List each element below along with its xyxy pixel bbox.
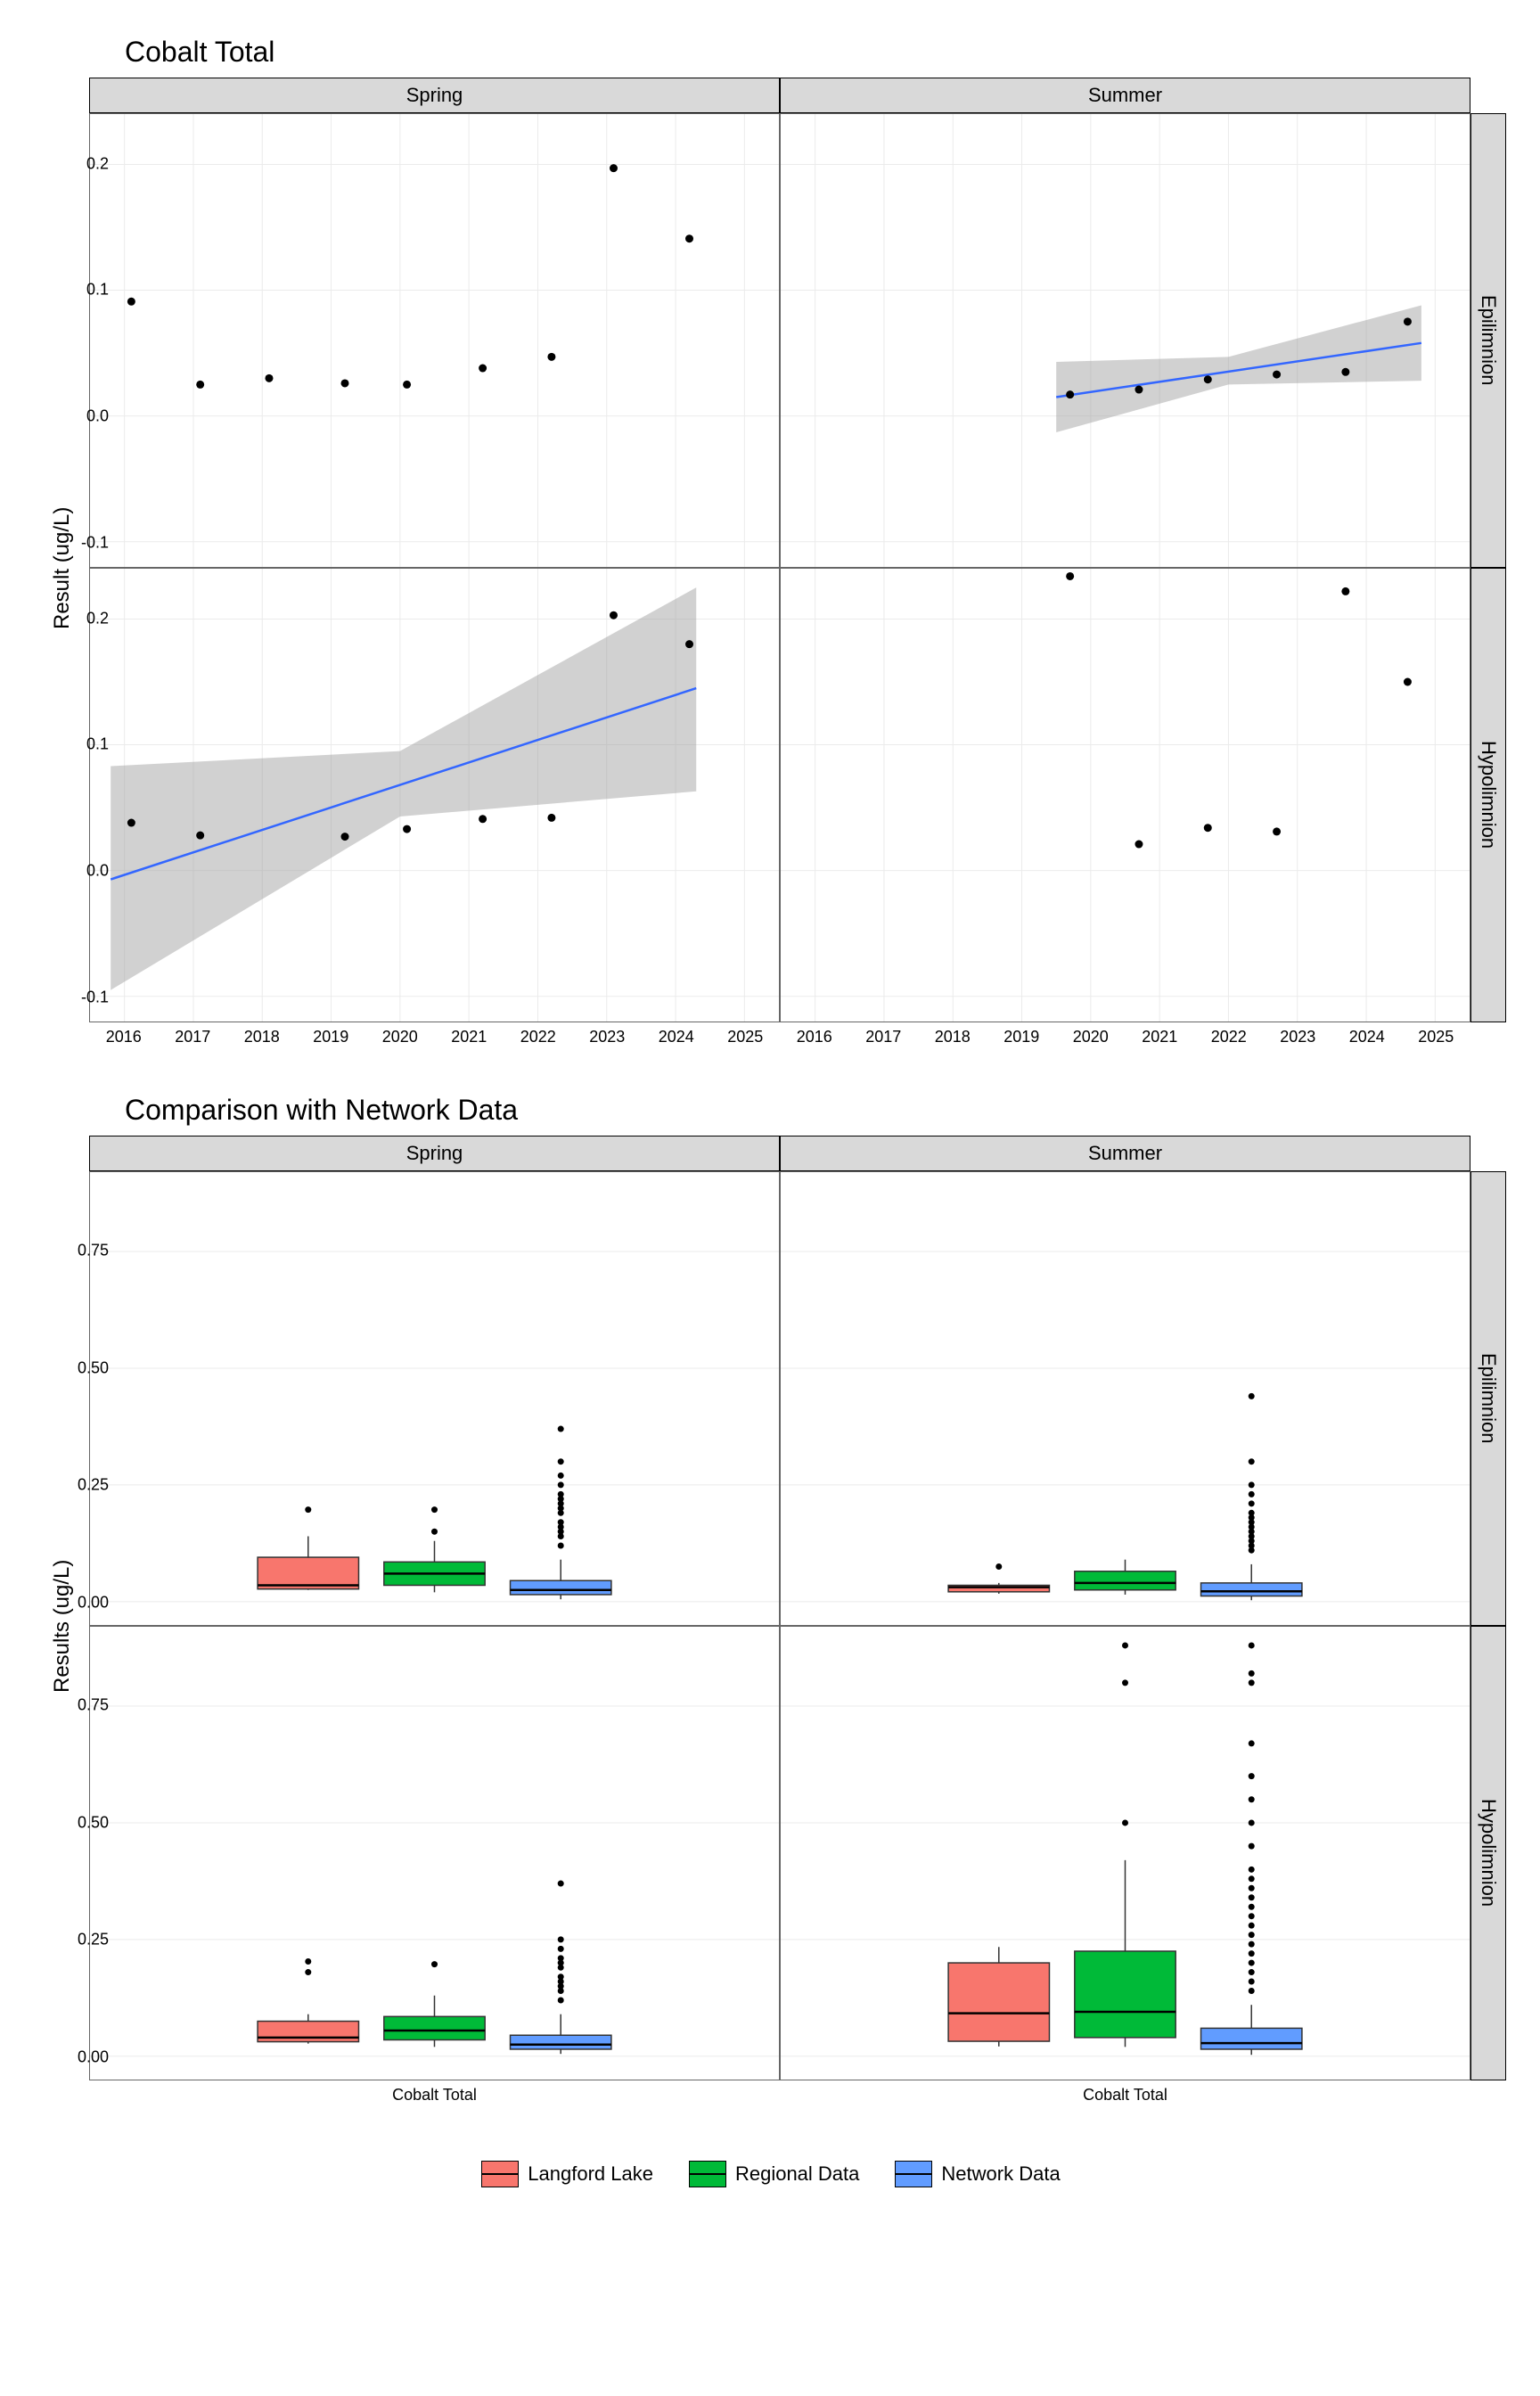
legend-label-network: Network Data	[941, 2162, 1060, 2186]
panel-spring-hypo	[89, 568, 780, 1022]
legend-box-langford	[481, 2161, 519, 2187]
chart1-row-epi: Epilimnion	[1470, 113, 1506, 568]
panel-spring-epi	[89, 113, 780, 568]
chart1-col-summer: Summer	[780, 78, 1470, 113]
chart2-col-spring: Spring	[89, 1136, 780, 1171]
boxpanel-spring-epi	[89, 1171, 780, 1626]
chart1-xticks-left: 2016201720182019202020212022202320242025	[89, 1022, 780, 1058]
boxpanel-summer-epi	[780, 1171, 1470, 1626]
legend-box-network	[895, 2161, 932, 2187]
legend-box-regional	[689, 2161, 726, 2187]
chart2-title: Comparison with Network Data	[125, 1094, 1506, 1127]
legend-item-langford: Langford Lake	[481, 2161, 653, 2187]
legend-label-regional: Regional Data	[735, 2162, 859, 2186]
chart2-col-summer: Summer	[780, 1136, 1470, 1171]
chart1-title: Cobalt Total	[125, 36, 1506, 69]
legend: Langford Lake Regional Data Network Data	[36, 2161, 1506, 2187]
chart1-grid: Result (ug/L) Spring Summer Epilimnion H…	[36, 78, 1506, 1058]
chart2-xlabel-left: Cobalt Total	[89, 2080, 780, 2116]
legend-item-regional: Regional Data	[689, 2161, 859, 2187]
panel-summer-epi	[780, 113, 1470, 568]
chart1-xticks-right: 2016201720182019202020212022202320242025	[780, 1022, 1470, 1058]
chart1-row-hypo: Hypolimnion	[1470, 568, 1506, 1022]
chart2-xlabel-right: Cobalt Total	[780, 2080, 1470, 2116]
panel-summer-hypo	[780, 568, 1470, 1022]
chart2-row-epi: Epilimnion	[1470, 1171, 1506, 1626]
legend-item-network: Network Data	[895, 2161, 1060, 2187]
boxpanel-summer-hypo	[780, 1626, 1470, 2080]
chart1-col-spring: Spring	[89, 78, 780, 113]
boxpanel-spring-hypo	[89, 1626, 780, 2080]
legend-label-langford: Langford Lake	[528, 2162, 653, 2186]
chart2-grid: Results (ug/L) Spring Summer Epilimnion …	[36, 1136, 1506, 2116]
chart2-row-hypo: Hypolimnion	[1470, 1626, 1506, 2080]
